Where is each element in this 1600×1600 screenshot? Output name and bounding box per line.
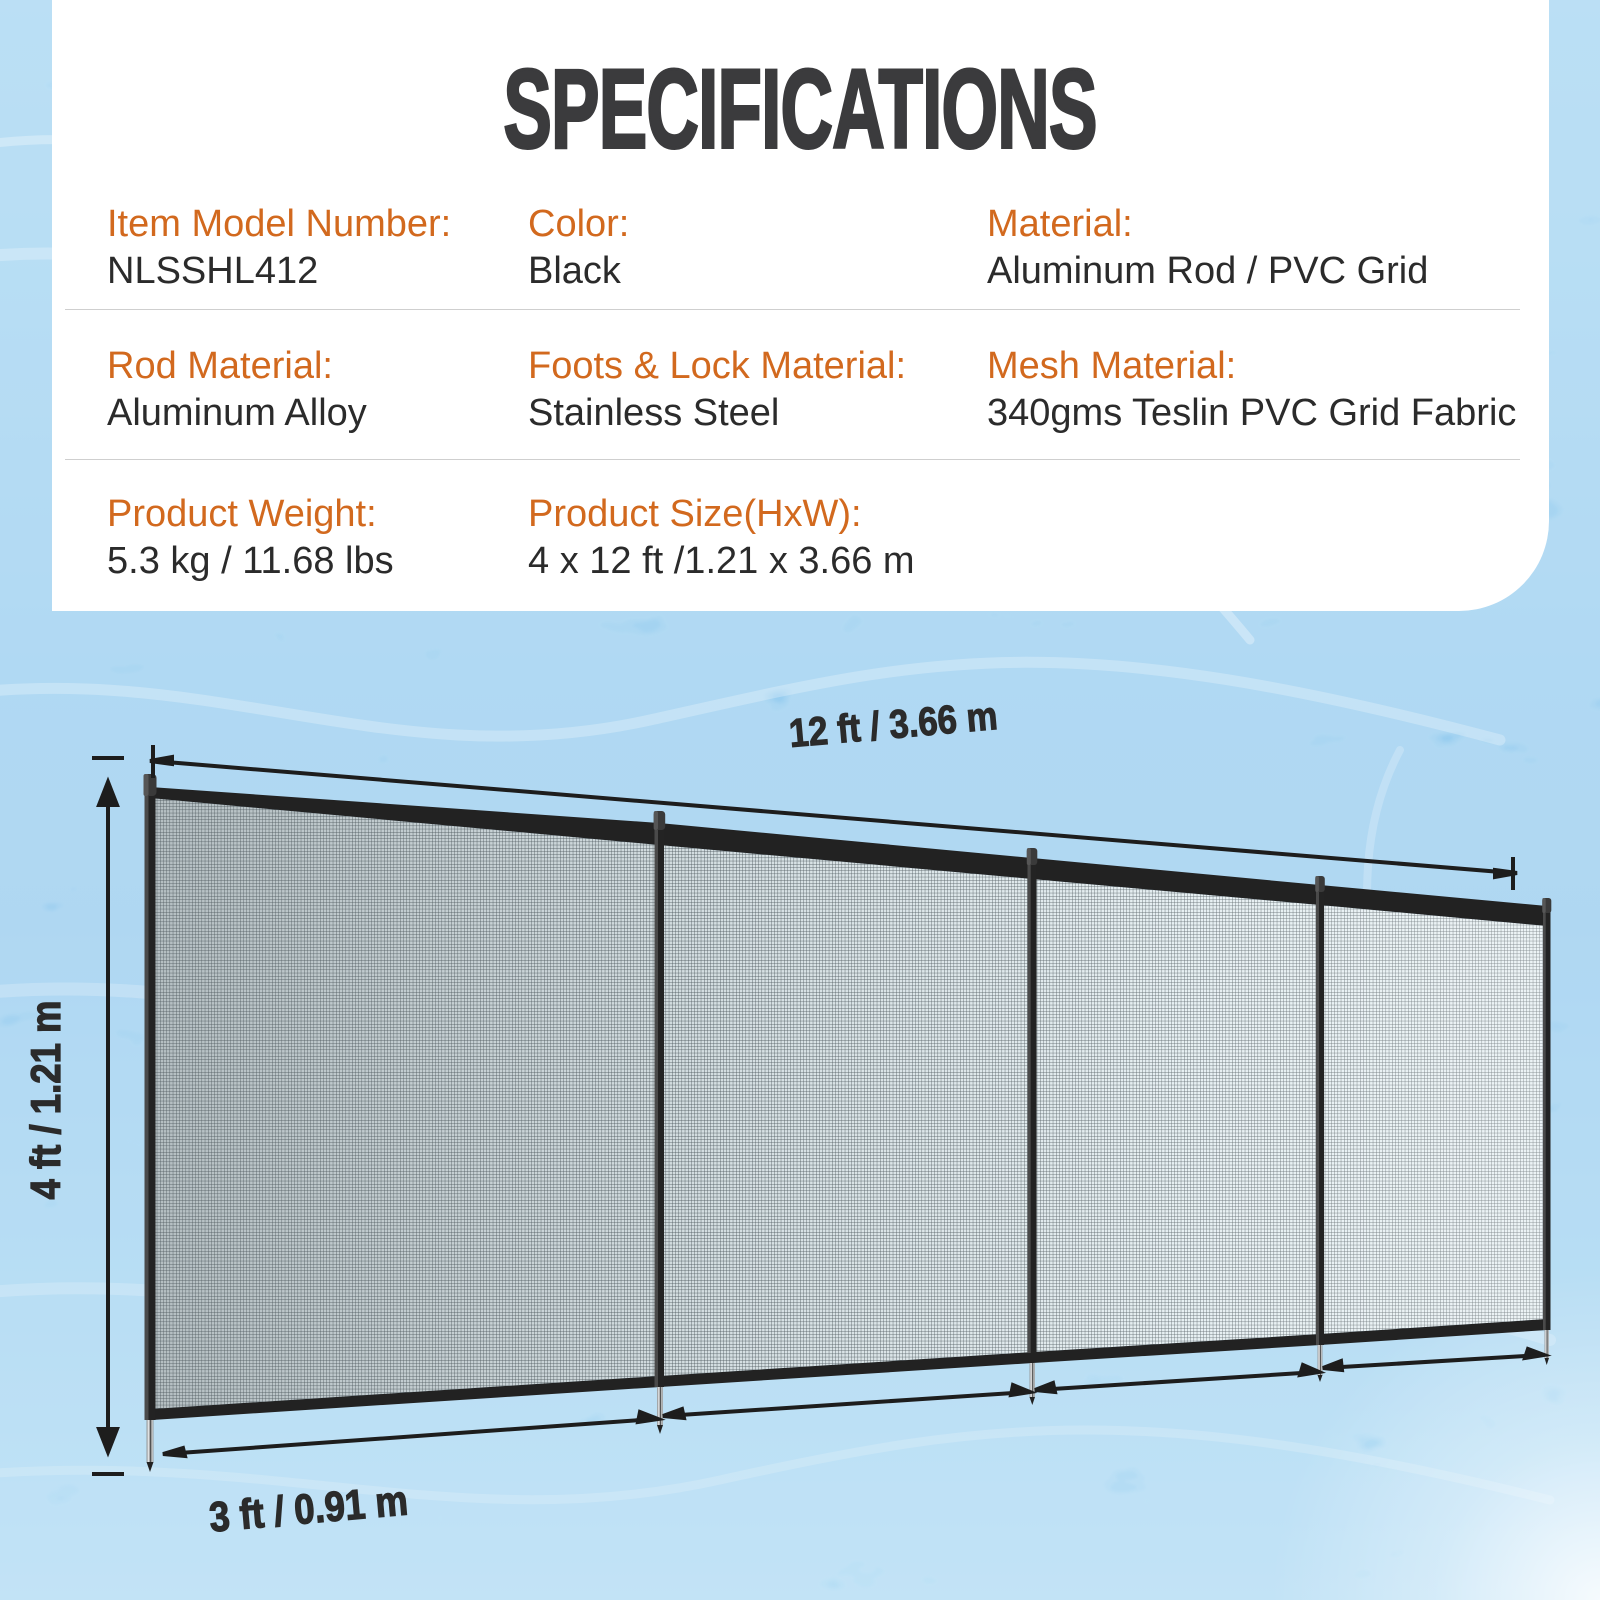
svg-text:4 ft / 1.21 m: 4 ft / 1.21 m bbox=[23, 1000, 70, 1199]
svg-text:3 ft / 0.91 m: 3 ft / 0.91 m bbox=[207, 1477, 409, 1541]
svg-text:12 ft / 3.66 m: 12 ft / 3.66 m bbox=[787, 693, 999, 756]
